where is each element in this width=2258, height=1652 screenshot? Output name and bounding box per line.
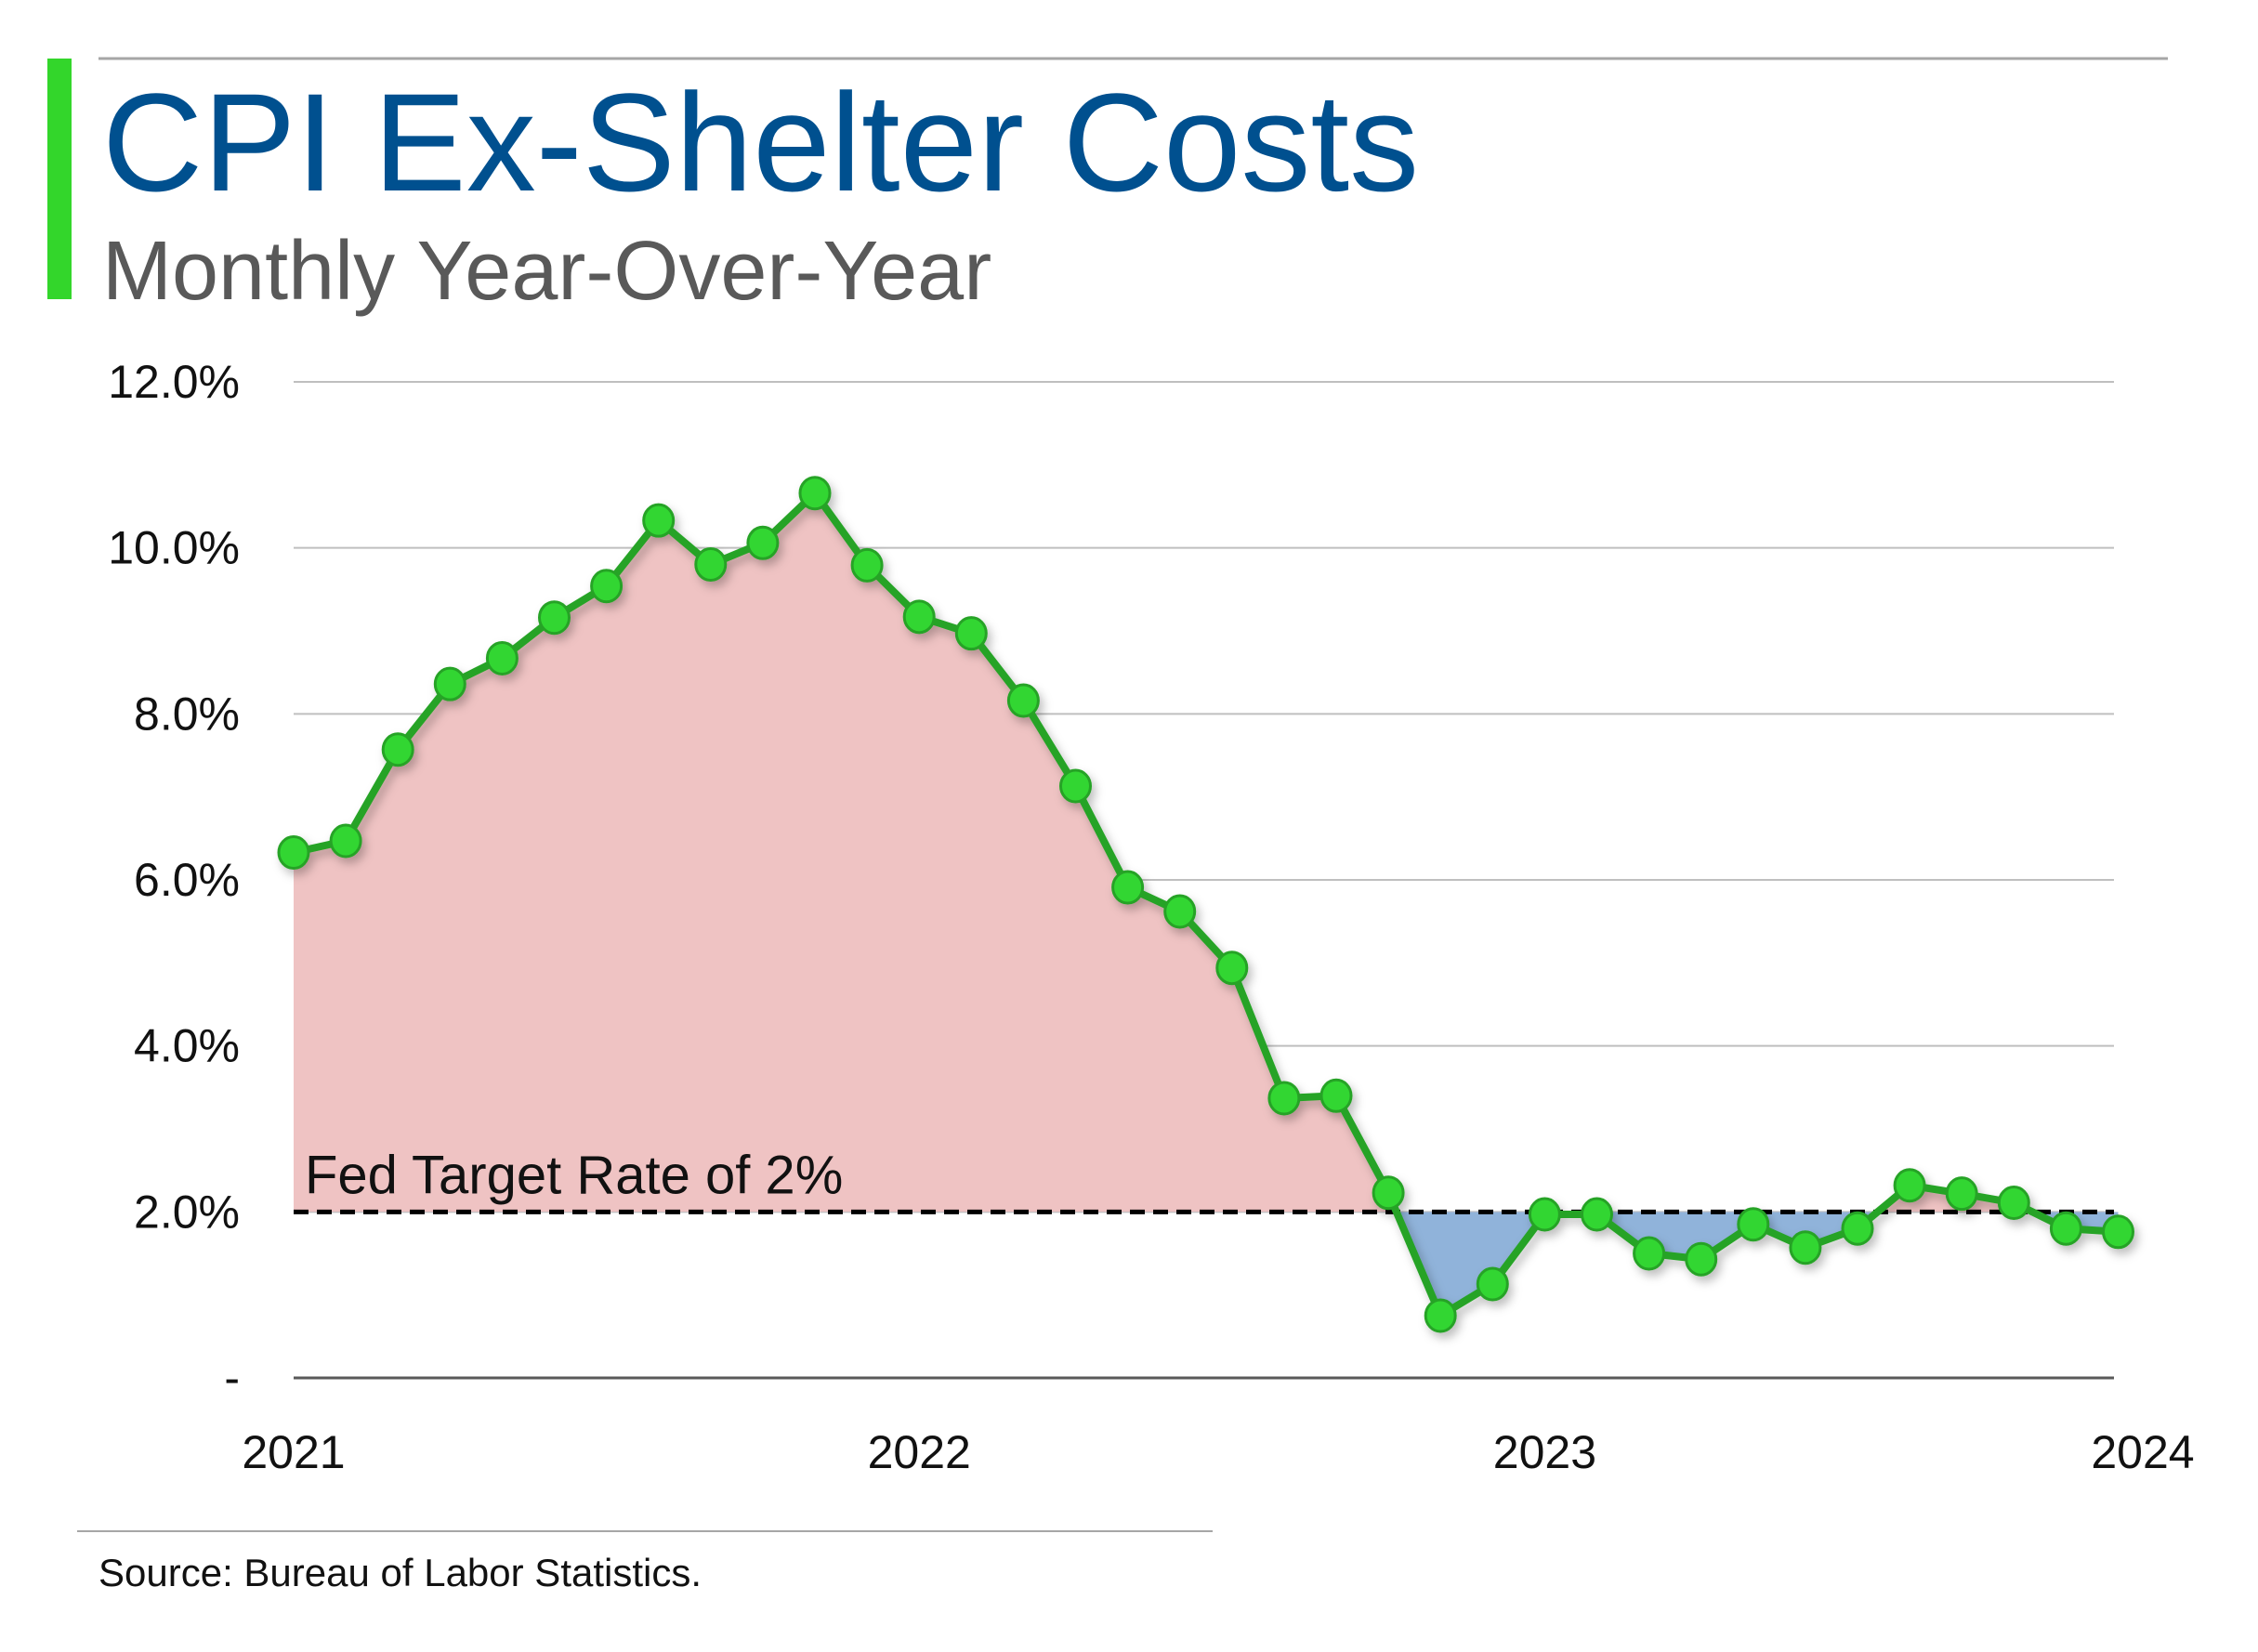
data-point — [642, 503, 676, 538]
data-point — [1006, 683, 1040, 718]
data-point — [1111, 870, 1145, 905]
data-point — [538, 600, 571, 636]
y-tick-label: 2.0% — [134, 1186, 240, 1238]
data-point — [329, 823, 362, 859]
data-point — [1163, 894, 1197, 929]
data-point — [1424, 1298, 1457, 1333]
data-point — [277, 835, 310, 871]
area-above-target — [294, 492, 2119, 1213]
data-point — [694, 547, 728, 583]
x-tick-label: 2024 — [2091, 1426, 2194, 1478]
data-point — [798, 476, 832, 511]
data-point — [1945, 1176, 1978, 1212]
y-tick-label: 10.0% — [108, 522, 240, 574]
data-point — [2102, 1214, 2134, 1250]
data-point — [590, 569, 624, 604]
chart-title: CPI Ex-Shelter Costs — [102, 64, 1419, 220]
data-point — [1528, 1197, 1561, 1232]
data-point — [954, 616, 988, 651]
data-point — [850, 547, 884, 583]
data-point — [902, 599, 936, 635]
data-point — [1581, 1197, 1613, 1232]
accent-bar — [47, 59, 72, 299]
data-point — [1372, 1175, 1405, 1211]
y-tick-label: - — [224, 1352, 240, 1404]
x-tick-label: 2021 — [242, 1426, 345, 1478]
chart-subtitle: Monthly Year-Over-Year — [102, 225, 991, 318]
data-point — [2049, 1211, 2082, 1246]
y-axis-labels: - 2.0% 4.0% 6.0% 8.0% 10.0% 12.0% — [108, 356, 240, 1404]
data-point — [1789, 1230, 1822, 1265]
data-point — [433, 666, 466, 701]
y-tick-label: 12.0% — [108, 356, 240, 408]
y-tick-label: 8.0% — [134, 688, 240, 740]
data-point — [1059, 768, 1092, 804]
data-point — [1633, 1236, 1666, 1271]
data-point — [1737, 1207, 1770, 1242]
data-point — [1997, 1186, 2030, 1221]
x-tick-label: 2023 — [1493, 1426, 1596, 1478]
x-tick-label: 2022 — [868, 1426, 971, 1478]
data-point — [1841, 1211, 1874, 1246]
data-point — [1893, 1168, 1926, 1203]
y-tick-label: 4.0% — [134, 1020, 240, 1072]
area-below-target — [294, 1212, 2119, 1316]
source-note: Source: Bureau of Labor Statistics. — [98, 1551, 702, 1594]
area-fills — [294, 492, 2119, 1316]
data-point — [1685, 1241, 1718, 1277]
data-point — [381, 732, 414, 767]
y-tick-label: 6.0% — [134, 854, 240, 906]
data-point — [485, 640, 519, 675]
x-axis-labels: 2021 2022 2023 2024 — [242, 1426, 2194, 1478]
series-line — [277, 476, 2134, 1333]
data-point — [1215, 951, 1249, 986]
data-point — [1267, 1081, 1301, 1116]
fed-target-label: Fed Target Rate of 2% — [305, 1145, 843, 1205]
data-point — [1319, 1078, 1353, 1113]
data-point — [1476, 1266, 1509, 1302]
data-point — [746, 525, 780, 560]
